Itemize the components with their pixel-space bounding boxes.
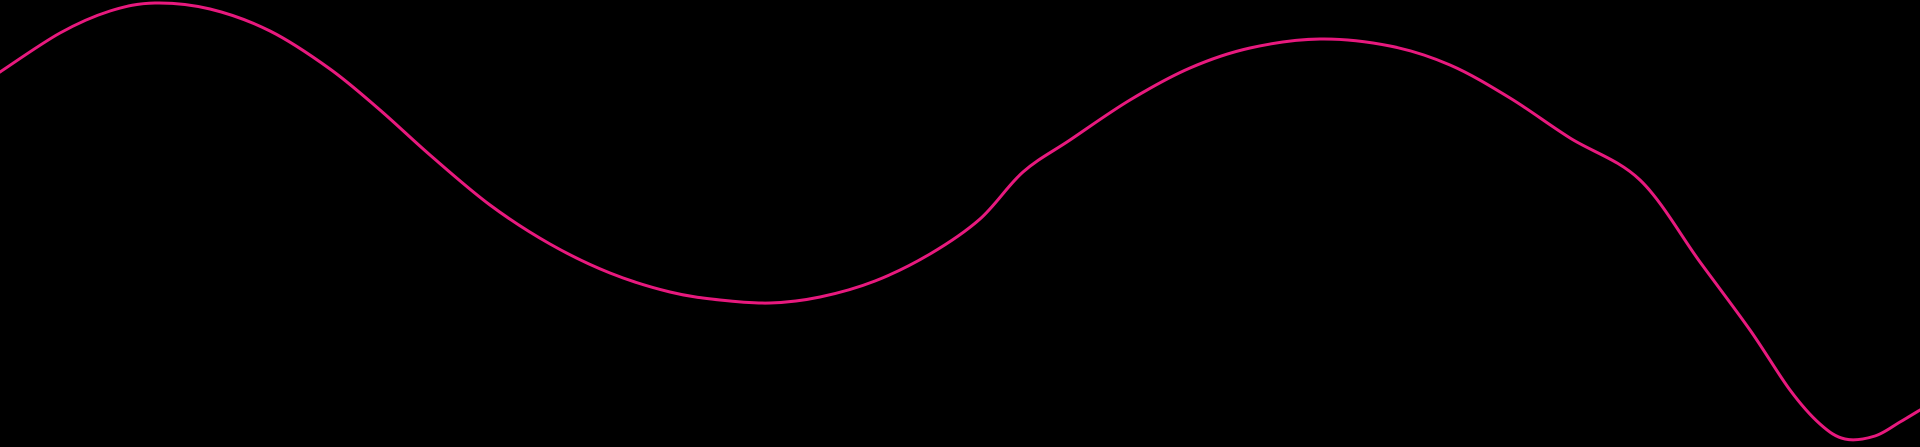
chart-canvas bbox=[0, 0, 1920, 447]
line-chart-svg bbox=[0, 0, 1920, 447]
chart-background bbox=[0, 0, 1920, 447]
wave-curve-path bbox=[0, 1, 1920, 442]
